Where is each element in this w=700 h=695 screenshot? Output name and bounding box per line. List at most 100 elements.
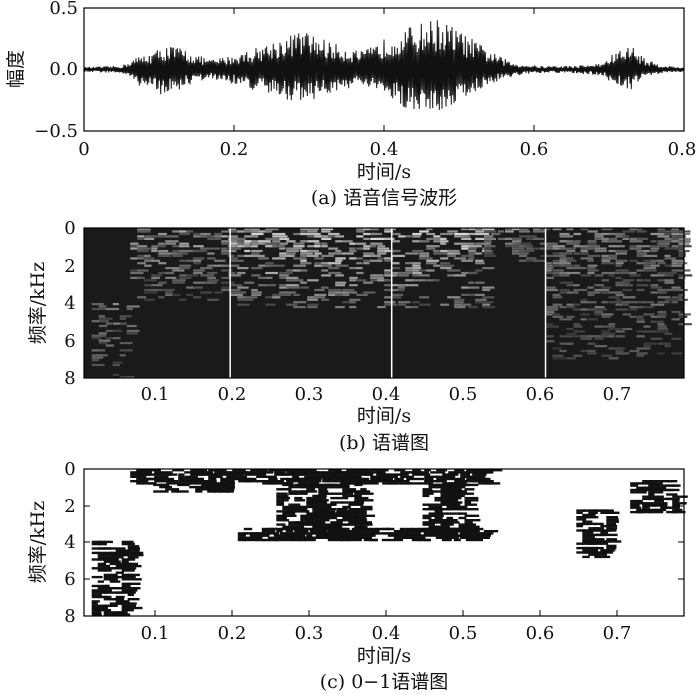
spectrogram-cell <box>221 286 232 289</box>
binary-cell <box>300 519 311 522</box>
spectrogram-cell <box>657 232 665 236</box>
spectrogram-cell <box>314 235 323 238</box>
binary-cell <box>672 508 683 512</box>
binary-cell <box>393 530 404 533</box>
binary-cell <box>244 473 252 476</box>
binary-cell <box>276 510 291 513</box>
binary-cell <box>336 492 347 495</box>
spectrogram-cell <box>265 271 278 275</box>
binary-cell <box>288 523 303 526</box>
spectrogram-cell <box>601 301 608 304</box>
spectrogram-cell <box>526 259 540 262</box>
spectrogram-cell <box>356 230 365 233</box>
binary-cell <box>424 475 440 478</box>
spectrogram-cell <box>328 267 340 270</box>
binary-cell <box>606 522 617 526</box>
binary-cell <box>428 505 443 509</box>
binary-cell <box>298 482 312 485</box>
panel-b-ytick-label: 2 <box>64 256 75 277</box>
spectrogram-cell <box>342 240 353 243</box>
spectrogram-cell <box>272 293 283 296</box>
spectrogram-cell <box>300 252 313 255</box>
binary-cell <box>636 502 649 505</box>
binary-cell <box>478 477 487 481</box>
spectrogram-cell <box>615 301 629 304</box>
binary-cell <box>642 506 650 509</box>
binary-cell <box>196 469 208 472</box>
binary-cell <box>648 493 655 496</box>
binary-cell <box>351 532 367 535</box>
spectrogram-cell <box>664 232 674 236</box>
spectrogram-cell <box>391 271 402 275</box>
binary-cell <box>354 514 365 517</box>
binary-cell <box>280 477 288 481</box>
spectrogram-cell <box>678 276 686 279</box>
spectrogram-cell <box>307 296 320 299</box>
panel-c-xtick-label: 0.5 <box>449 623 478 644</box>
binary-cell <box>346 475 357 478</box>
spectrogram-cell <box>512 245 522 248</box>
binary-cell <box>103 578 113 581</box>
binary-cell <box>466 477 473 481</box>
spectrogram-cell <box>526 245 534 248</box>
spectrogram-cell <box>636 230 647 233</box>
spectrogram-cell <box>482 301 494 304</box>
binary-cell <box>91 609 100 612</box>
spectrogram-cell <box>391 262 400 265</box>
binary-cell <box>261 532 270 535</box>
binary-cell <box>459 532 472 535</box>
binary-cell <box>465 527 476 531</box>
spectrogram-cell <box>454 232 465 236</box>
spectrogram-cell <box>657 342 671 345</box>
binary-cell <box>115 595 125 599</box>
binary-cell <box>354 490 361 493</box>
spectrogram-cell <box>293 301 307 304</box>
binary-cell <box>166 473 178 476</box>
panel-c-ytick-label: 0 <box>64 459 75 480</box>
spectrogram-cell <box>475 262 485 265</box>
binary-cell <box>250 469 259 472</box>
spectrogram-cell <box>200 232 211 236</box>
spectrogram-cell <box>533 230 545 233</box>
spectrogram-cell <box>650 240 657 243</box>
binary-cell <box>322 471 330 474</box>
spectrogram-cell <box>484 240 492 243</box>
binary-cell <box>387 527 395 531</box>
binary-cell <box>121 567 137 570</box>
binary-cell <box>91 593 102 596</box>
binary-cell <box>405 530 419 533</box>
spectrogram-cell <box>279 242 288 245</box>
binary-cell <box>382 477 394 481</box>
spectrogram-cell <box>172 245 184 248</box>
spectrogram-cell <box>126 324 137 328</box>
spectrogram-cell <box>200 274 214 277</box>
spectrogram-cell <box>426 269 435 272</box>
binary-cell <box>582 551 589 554</box>
binary-cell <box>324 508 337 511</box>
binary-cell <box>458 512 468 515</box>
spectrogram-cell <box>545 335 555 338</box>
binary-cell <box>441 538 452 542</box>
binary-cell <box>636 491 647 494</box>
spectrogram-cell <box>237 242 249 245</box>
binary-cell <box>336 510 348 513</box>
binary-cell <box>315 534 328 537</box>
binary-cell <box>406 482 420 485</box>
binary-cell <box>405 536 415 539</box>
binary-cell <box>226 482 235 485</box>
spectrogram-cell <box>461 247 470 250</box>
spectrogram-cell <box>484 245 496 248</box>
spectrogram-cell <box>643 259 651 262</box>
binary-cell <box>327 538 344 542</box>
spectrogram-cell <box>643 345 651 348</box>
spectrogram-cell <box>321 228 334 231</box>
spectrogram-cell <box>349 301 356 304</box>
binary-cell <box>672 484 681 487</box>
spectrogram-cell <box>405 284 419 287</box>
binary-cell <box>276 503 285 506</box>
spectrogram-cell <box>545 267 554 270</box>
binary-cell <box>424 469 431 472</box>
spectrogram-cell <box>119 315 132 318</box>
binary-cell <box>184 475 195 478</box>
spectrogram-cell <box>214 264 226 267</box>
